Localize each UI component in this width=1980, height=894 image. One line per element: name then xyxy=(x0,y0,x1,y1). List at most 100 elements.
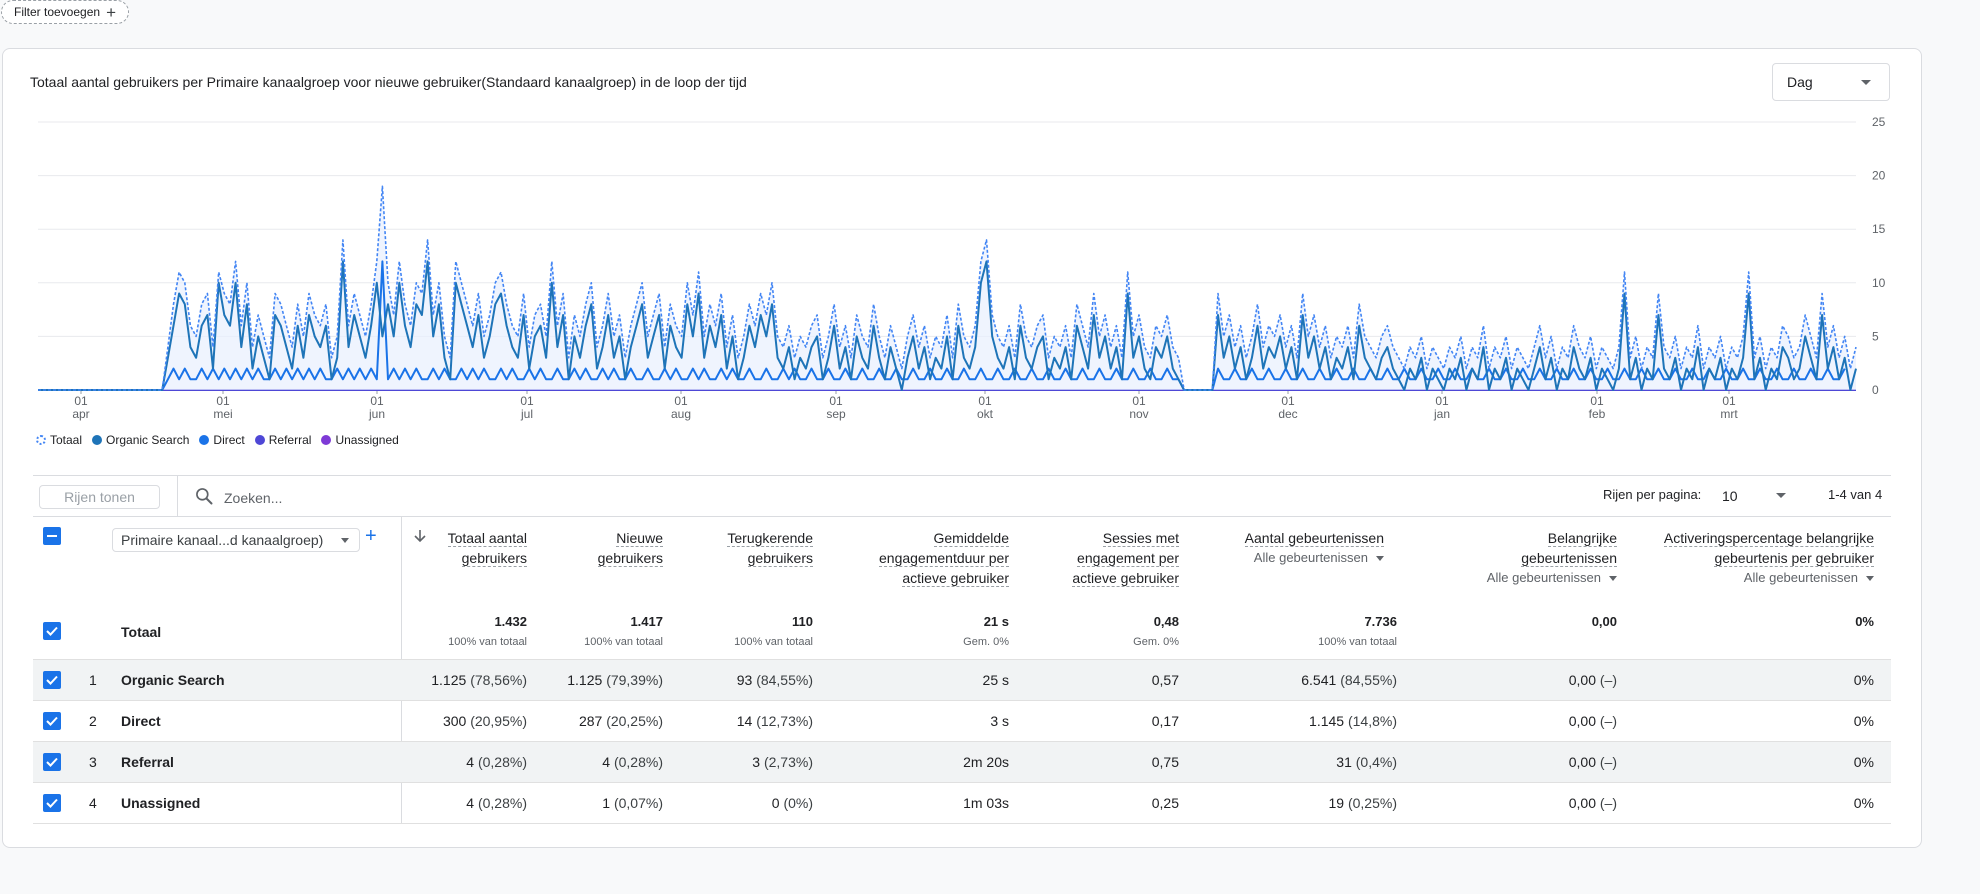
x-tick-label-month: apr xyxy=(72,407,89,421)
event-filter-select[interactable]: Alle gebeurtenissen xyxy=(1664,568,1874,588)
add-dimension-button[interactable]: + xyxy=(365,525,377,547)
event-filter-select[interactable]: Alle gebeurtenissen xyxy=(1245,548,1384,568)
legend-item-totaal[interactable]: Totaal xyxy=(36,433,82,447)
row-checkbox[interactable] xyxy=(43,794,61,812)
cell-value: 300 xyxy=(442,713,467,729)
table-cell: 0 (0%) xyxy=(772,795,813,811)
arrow-down-icon[interactable] xyxy=(413,528,427,544)
x-tick-label-day: 01 xyxy=(1132,394,1146,408)
legend-label: Direct xyxy=(213,433,245,447)
legend-item-referral[interactable]: Referral xyxy=(254,433,312,447)
column-header-total-users[interactable]: Totaal aantal gebruikers xyxy=(447,528,527,568)
check-icon xyxy=(46,798,58,808)
cell-percentage: (12,73%) xyxy=(756,713,813,729)
table-cell: 31 (0,4%) xyxy=(1336,754,1397,770)
legend-item-organic-search[interactable]: Organic Search xyxy=(92,433,189,447)
cell-value: 0,00 xyxy=(1568,672,1596,688)
column-header-key-event-rate[interactable]: Activeringspercentage belangrijke gebeurt… xyxy=(1663,528,1874,588)
divider xyxy=(33,823,1891,824)
totals-checkbox[interactable] xyxy=(43,622,61,640)
cell-value: 1m 03s xyxy=(963,795,1009,811)
minus-icon xyxy=(47,535,57,537)
column-header-new-users[interactable]: Nieuwe gebruikers xyxy=(597,528,663,568)
table-cell: 2m 20s xyxy=(963,754,1009,770)
legend-dot-icon xyxy=(254,435,265,445)
cell-percentage: (–) xyxy=(1599,795,1617,811)
rows-per-page-select[interactable]: 10 xyxy=(1722,484,1786,508)
column-header-avg-engagement[interactable]: Gemiddelde engagementduur per actieve gebr… xyxy=(879,528,1009,588)
event-filter-select[interactable]: Alle gebeurtenissen xyxy=(1487,568,1617,588)
event-filter-value: Alle gebeurtenissen xyxy=(1253,550,1368,565)
table-row[interactable]: 2 Direct 300 (20,95%) 287 (20,25%) 14 (12,73… xyxy=(33,701,1891,741)
column-header-returning-users[interactable]: Terugkerende gebruikers xyxy=(727,528,813,568)
divider xyxy=(33,659,1891,660)
row-checkbox[interactable] xyxy=(43,712,61,730)
chevron-down-icon xyxy=(1776,493,1786,498)
table-row[interactable]: 1 Organic Search 1.125 (78,56%) 1.125 (79,3… xyxy=(33,660,1891,700)
search-input[interactable] xyxy=(222,485,626,511)
x-tick-label-day: 01 xyxy=(674,394,688,408)
column-header-line: engagement per xyxy=(1077,550,1179,567)
table-cell: 19 (0,25%) xyxy=(1329,795,1398,811)
cell-percentage: (0,28%) xyxy=(477,795,527,811)
legend-dot-icon xyxy=(321,435,332,445)
cell-percentage: (14,8%) xyxy=(1347,713,1397,729)
cell-percentage: (84,55%) xyxy=(1340,672,1397,688)
x-tick-label-month: jan xyxy=(1433,407,1450,421)
add-filter-button[interactable]: Filter toevoegen + xyxy=(1,0,129,24)
y-tick-label: 5 xyxy=(1872,329,1879,343)
x-tick-label-month: mrt xyxy=(1720,407,1738,421)
totals-value: 0% xyxy=(1855,614,1874,629)
totals-subtext: 100% van totaal xyxy=(448,636,527,648)
x-tick-label-day: 01 xyxy=(74,394,88,408)
table-cell: 14 (12,73%) xyxy=(737,713,813,729)
y-tick-label: 20 xyxy=(1872,169,1886,183)
series-area-totaal xyxy=(38,186,1856,390)
check-icon xyxy=(46,626,58,636)
column-header-engaged-sessions[interactable]: Sessies met engagement per actieve gebruik… xyxy=(1072,528,1179,588)
legend-dot-icon xyxy=(36,435,46,445)
table-row[interactable]: 4 Unassigned 4 (0,28%) 1 (0,07%) 0 (0%) 1m 03… xyxy=(33,783,1891,823)
select-all-checkbox[interactable] xyxy=(43,527,61,545)
table-cell: 0% xyxy=(1854,754,1874,770)
chevron-down-icon xyxy=(1861,80,1871,85)
cell-percentage: (20,95%) xyxy=(470,713,527,729)
column-header-line: Aantal gebeurtenissen xyxy=(1244,530,1384,547)
row-channel-name: Direct xyxy=(121,713,161,729)
show-rows-button[interactable]: Rijen tonen xyxy=(39,485,160,509)
cell-percentage: (0,4%) xyxy=(1355,754,1397,770)
check-icon xyxy=(46,716,58,726)
column-header-line: Nieuwe xyxy=(616,530,663,547)
totals-value: 7.736 xyxy=(1364,614,1397,629)
cell-value: 1.125 xyxy=(431,672,467,688)
row-checkbox[interactable] xyxy=(43,671,61,689)
dimension-select[interactable]: Primaire kanaal...d kanaalgroep) xyxy=(112,528,360,552)
period-select[interactable]: Dag xyxy=(1772,63,1890,101)
x-tick-label-day: 01 xyxy=(520,394,534,408)
column-header-event-count[interactable]: Aantal gebeurtenissen Alle gebeurtenissen xyxy=(1244,528,1384,568)
legend-item-direct[interactable]: Direct xyxy=(199,433,245,447)
y-tick-label: 15 xyxy=(1872,222,1886,236)
table-row[interactable]: 3 Referral 4 (0,28%) 4 (0,28%) 3 (2,73%) 2m 2… xyxy=(33,742,1891,782)
totals-label: Totaal xyxy=(121,624,162,640)
cell-percentage: (79,39%) xyxy=(606,672,663,688)
column-header-line: actieve gebruiker xyxy=(1072,570,1179,587)
totals-subtext: 100% van totaal xyxy=(584,636,663,648)
cell-value: 93 xyxy=(736,672,753,688)
x-tick-label-day: 01 xyxy=(978,394,992,408)
row-checkbox[interactable] xyxy=(43,753,61,771)
column-header-key-events[interactable]: Belangrijke gebeurtenissen Alle gebeurteni… xyxy=(1487,528,1617,588)
chevron-down-icon xyxy=(1376,555,1384,561)
row-channel-name: Referral xyxy=(121,754,174,770)
legend-label: Referral xyxy=(268,433,312,447)
chart-title: Totaal aantal gebruikers per Primaire ka… xyxy=(30,74,747,90)
column-header-line: gebruikers xyxy=(461,550,527,567)
x-tick-label-day: 01 xyxy=(370,394,384,408)
cell-value: 25 s xyxy=(982,672,1009,688)
event-filter-value: Alle gebeurtenissen xyxy=(1486,570,1601,585)
legend-item-unassigned[interactable]: Unassigned xyxy=(321,433,399,447)
column-header-line: gebruikers xyxy=(597,550,663,567)
row-index: 4 xyxy=(89,795,97,811)
x-tick-label-day: 01 xyxy=(829,394,843,408)
cell-value: 19 xyxy=(1328,795,1345,811)
